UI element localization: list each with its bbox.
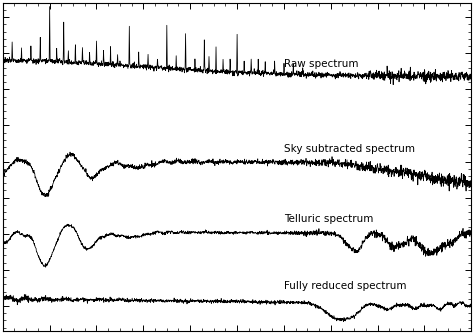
Text: Raw spectrum: Raw spectrum <box>284 59 358 69</box>
Text: Telluric spectrum: Telluric spectrum <box>284 214 373 223</box>
Text: Sky subtracted spectrum: Sky subtracted spectrum <box>284 144 415 154</box>
Text: Fully reduced spectrum: Fully reduced spectrum <box>284 281 406 291</box>
